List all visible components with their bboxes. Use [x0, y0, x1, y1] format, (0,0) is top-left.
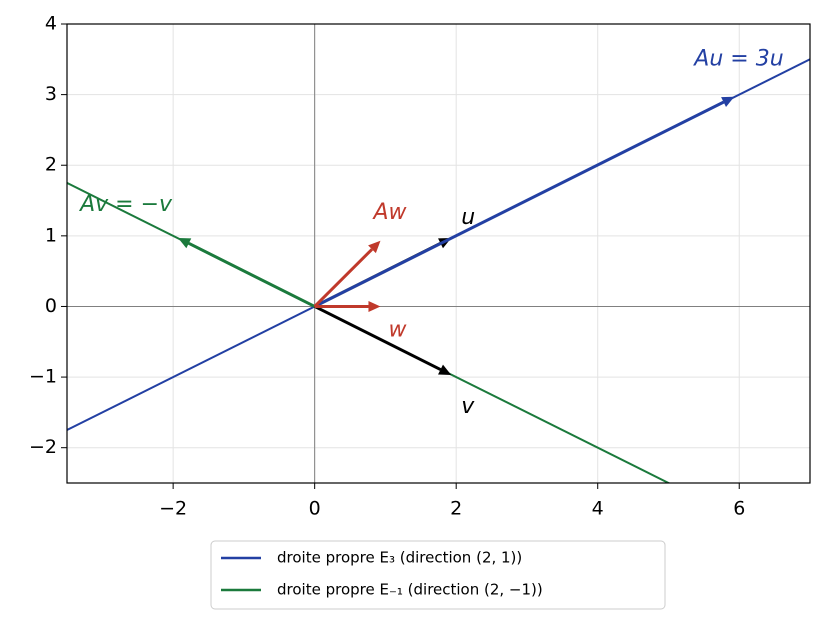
y-tick-label: −2: [29, 436, 57, 458]
arrow-head: [438, 364, 452, 375]
vector-arrow: [313, 248, 374, 308]
y-tick-label: 0: [45, 295, 57, 317]
arrow-head: [178, 237, 192, 249]
vector-label: v: [461, 394, 475, 419]
legend-label: droite propre E₃ (direction (2, 1)): [277, 549, 522, 567]
x-tick-label: 0: [309, 498, 321, 520]
x-tick-label: 4: [592, 498, 604, 520]
x-tick-label: −2: [159, 498, 187, 520]
vector-label: Aw: [371, 200, 407, 225]
arrow-head: [368, 240, 381, 254]
arrow-head: [368, 300, 381, 312]
legend-box: [210, 540, 666, 610]
vector-label: Av = −v: [78, 192, 173, 217]
plot-area: [67, 58, 810, 483]
x-tick-label: 6: [733, 498, 745, 520]
y-tick-label: 1: [45, 224, 57, 246]
y-tick-label: −1: [29, 366, 57, 388]
y-tick-label: 2: [45, 154, 57, 176]
legend-label: droite propre E₋₁ (direction (2, −1)): [277, 581, 543, 599]
y-tick-label: 4: [45, 13, 57, 35]
vector-label: u: [461, 205, 475, 230]
x-tick-label: 2: [450, 498, 462, 520]
vector-label: Au = 3u: [692, 47, 783, 72]
arrow-head: [721, 96, 735, 108]
y-tick-label: 3: [45, 83, 57, 105]
plot-frame: [66, 23, 811, 484]
vector-arrow: [313, 100, 725, 308]
vector-label: w: [388, 317, 407, 342]
vector-arrow: [188, 242, 316, 308]
vector-arrow: [313, 305, 442, 371]
